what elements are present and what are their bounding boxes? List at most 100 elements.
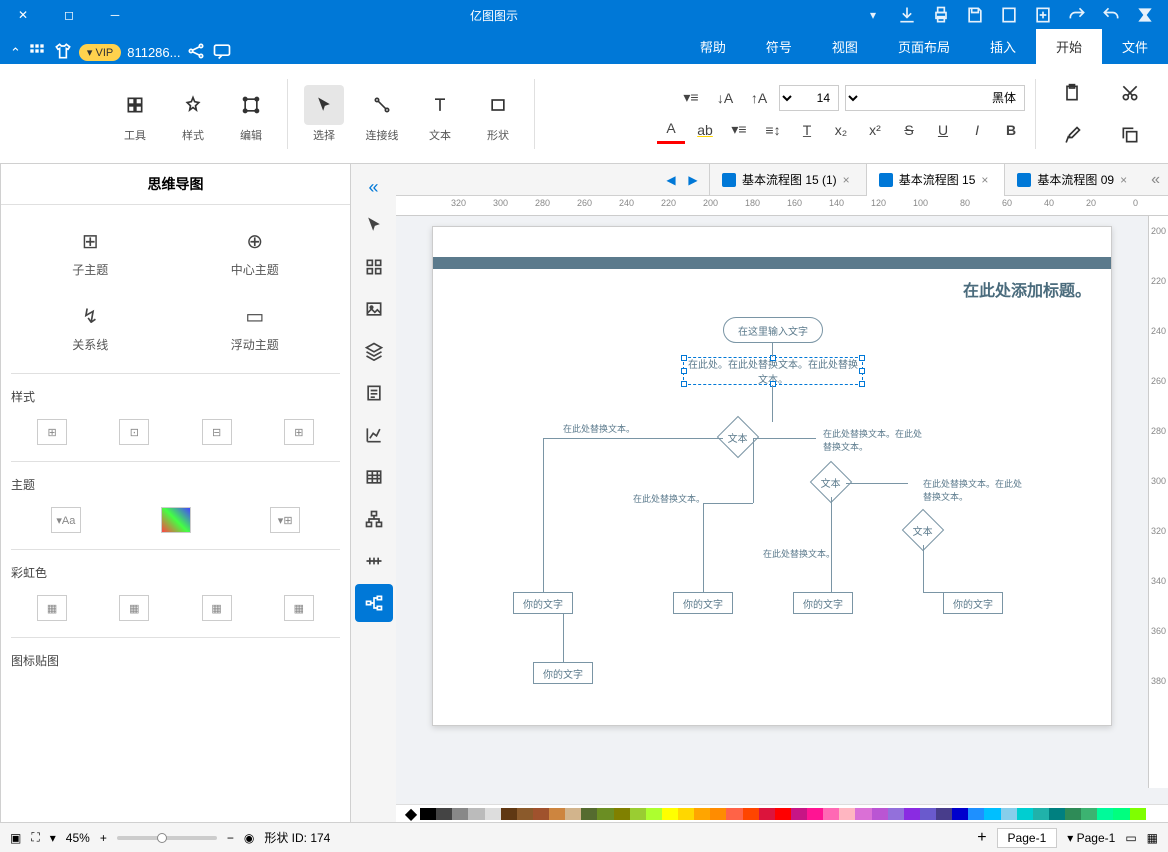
save-icon[interactable] bbox=[962, 2, 988, 28]
redo-icon[interactable] bbox=[1064, 2, 1090, 28]
panel-item-relation[interactable]: ↯关系线 bbox=[72, 302, 108, 353]
align-button[interactable]: ≡▾ bbox=[725, 116, 753, 144]
flowchart-node[interactable]: 你的文字 bbox=[673, 592, 733, 614]
highlight-button[interactable]: ab bbox=[691, 116, 719, 144]
color-swatch[interactable] bbox=[807, 808, 823, 820]
color-swatch[interactable] bbox=[839, 808, 855, 820]
add-page-button[interactable]: + bbox=[977, 829, 986, 847]
line-spacing-button[interactable]: ↕≡ bbox=[759, 116, 787, 144]
color-swatch[interactable] bbox=[1097, 808, 1113, 820]
new-icon[interactable] bbox=[1030, 2, 1056, 28]
text-case-button[interactable]: T̲ bbox=[793, 116, 821, 144]
apps-icon[interactable] bbox=[27, 41, 47, 64]
underline-button[interactable]: U bbox=[929, 116, 957, 144]
color-swatch[interactable] bbox=[581, 808, 597, 820]
menu-file[interactable]: 文件 bbox=[1102, 29, 1168, 64]
collapse-ribbon-icon[interactable]: ⌃ bbox=[10, 45, 21, 61]
close-icon[interactable]: × bbox=[981, 173, 988, 187]
color-swatch[interactable] bbox=[1130, 808, 1146, 820]
fill-option[interactable]: ▦ bbox=[37, 595, 67, 621]
text-tool-icon[interactable] bbox=[420, 85, 460, 125]
connector-tool-icon[interactable] bbox=[362, 85, 402, 125]
maximize-button[interactable]: ◻ bbox=[46, 0, 92, 30]
menu-view[interactable]: 视图 bbox=[812, 29, 878, 64]
comment-icon[interactable] bbox=[212, 41, 232, 64]
color-swatch[interactable] bbox=[646, 808, 662, 820]
page-dropdown[interactable]: Page-1 ▾ bbox=[1067, 831, 1115, 845]
close-icon[interactable]: × bbox=[1120, 173, 1127, 187]
export-icon[interactable] bbox=[894, 2, 920, 28]
sidebar-chart-icon[interactable] bbox=[355, 416, 393, 454]
color-swatch[interactable] bbox=[968, 808, 984, 820]
panel-item-center-topic[interactable]: ⊕中心主题 bbox=[231, 227, 279, 278]
select-tool-icon[interactable] bbox=[304, 85, 344, 125]
sidebar-image-icon[interactable] bbox=[355, 290, 393, 328]
copy-icon[interactable] bbox=[1110, 115, 1150, 155]
color-swatch[interactable] bbox=[904, 808, 920, 820]
color-swatch[interactable] bbox=[710, 808, 726, 820]
color-swatch[interactable] bbox=[468, 808, 484, 820]
sidebar-layers-icon[interactable] bbox=[355, 332, 393, 370]
canvas-scroll[interactable]: 在此处添加标题。 在这里输入文字在此处。在此处替换文本。在此处替换文本。文本文本… bbox=[396, 216, 1168, 804]
undo-icon[interactable] bbox=[1098, 2, 1124, 28]
share-icon[interactable] bbox=[186, 41, 206, 64]
font-family-select[interactable]: 黑体 bbox=[845, 85, 1025, 111]
italic-button[interactable]: I bbox=[963, 116, 991, 144]
menu-help[interactable]: 帮助 bbox=[680, 29, 746, 64]
color-swatch[interactable] bbox=[872, 808, 888, 820]
color-swatch[interactable] bbox=[726, 808, 742, 820]
tab-doc-0[interactable]: ×基本流程图 09 bbox=[1004, 164, 1143, 196]
increase-font-icon[interactable]: A↑ bbox=[745, 84, 773, 112]
vip-badge[interactable]: VIP ▾ bbox=[79, 44, 121, 61]
menu-layout[interactable]: 页面布局 bbox=[878, 29, 970, 64]
edit-tool-icon[interactable] bbox=[231, 85, 271, 125]
tabs-overflow[interactable]: » bbox=[1143, 171, 1168, 189]
zoom-fit-icon[interactable]: ◉ bbox=[244, 831, 254, 845]
bullets-icon[interactable]: ≡▾ bbox=[677, 84, 705, 112]
tab-doc-2[interactable]: ×基本流程图 15 (1) bbox=[709, 164, 866, 196]
color-swatch[interactable] bbox=[565, 808, 581, 820]
tab-doc-1[interactable]: ×基本流程图 15 bbox=[866, 164, 1005, 196]
color-swatch[interactable] bbox=[694, 808, 710, 820]
color-swatch[interactable] bbox=[630, 808, 646, 820]
zoom-dropdown-icon[interactable]: ▾ bbox=[50, 831, 56, 845]
fit-icon[interactable]: ▣ bbox=[10, 831, 21, 845]
color-swatch[interactable] bbox=[823, 808, 839, 820]
color-swatch[interactable] bbox=[549, 808, 565, 820]
account-label[interactable]: ...811286 bbox=[127, 45, 180, 60]
flowchart-node[interactable]: 你的文字 bbox=[793, 592, 853, 614]
color-swatch[interactable] bbox=[485, 808, 501, 820]
shirt-icon[interactable] bbox=[53, 41, 73, 64]
color-swatch[interactable] bbox=[662, 808, 678, 820]
color-swatch[interactable] bbox=[517, 808, 533, 820]
minimize-button[interactable]: ─ bbox=[92, 0, 138, 30]
color-swatch[interactable] bbox=[1017, 808, 1033, 820]
font-size-select[interactable]: 14 bbox=[779, 85, 839, 111]
color-swatch[interactable] bbox=[743, 808, 759, 820]
sidebar-mindmap-icon[interactable] bbox=[355, 584, 393, 622]
theme-color-option[interactable] bbox=[161, 507, 191, 533]
flowchart-node[interactable]: 在这里输入文字 bbox=[723, 317, 823, 343]
color-swatch[interactable] bbox=[1146, 808, 1162, 820]
color-swatch[interactable] bbox=[420, 808, 436, 820]
dropdown-icon[interactable]: ▾ bbox=[860, 2, 886, 28]
sidebar-ruler-icon[interactable] bbox=[355, 542, 393, 580]
fullscreen-icon[interactable]: ⛶ bbox=[31, 830, 39, 845]
color-swatch[interactable] bbox=[952, 808, 968, 820]
color-picker-icon[interactable]: ◆ bbox=[402, 808, 420, 819]
page[interactable]: 在此处添加标题。 在这里输入文字在此处。在此处替换文本。在此处替换文本。文本文本… bbox=[432, 226, 1112, 726]
color-swatch[interactable] bbox=[920, 808, 936, 820]
page-tab[interactable]: Page-1 bbox=[997, 828, 1058, 848]
close-button[interactable]: ✕ bbox=[0, 0, 46, 30]
print-icon[interactable] bbox=[928, 2, 954, 28]
sidebar-grid-icon[interactable] bbox=[355, 248, 393, 286]
zoom-out-button[interactable]: − bbox=[227, 831, 234, 845]
color-swatch[interactable] bbox=[436, 808, 452, 820]
color-swatch[interactable] bbox=[936, 808, 952, 820]
close-icon[interactable]: × bbox=[843, 173, 850, 187]
flowchart-node[interactable]: 你的文字 bbox=[943, 592, 1003, 614]
color-swatch[interactable] bbox=[1081, 808, 1097, 820]
collapse-panel-icon[interactable]: » bbox=[355, 172, 393, 202]
style-option[interactable]: ⊞ bbox=[37, 419, 67, 445]
tab-next-icon[interactable]: ▶ bbox=[683, 170, 703, 190]
